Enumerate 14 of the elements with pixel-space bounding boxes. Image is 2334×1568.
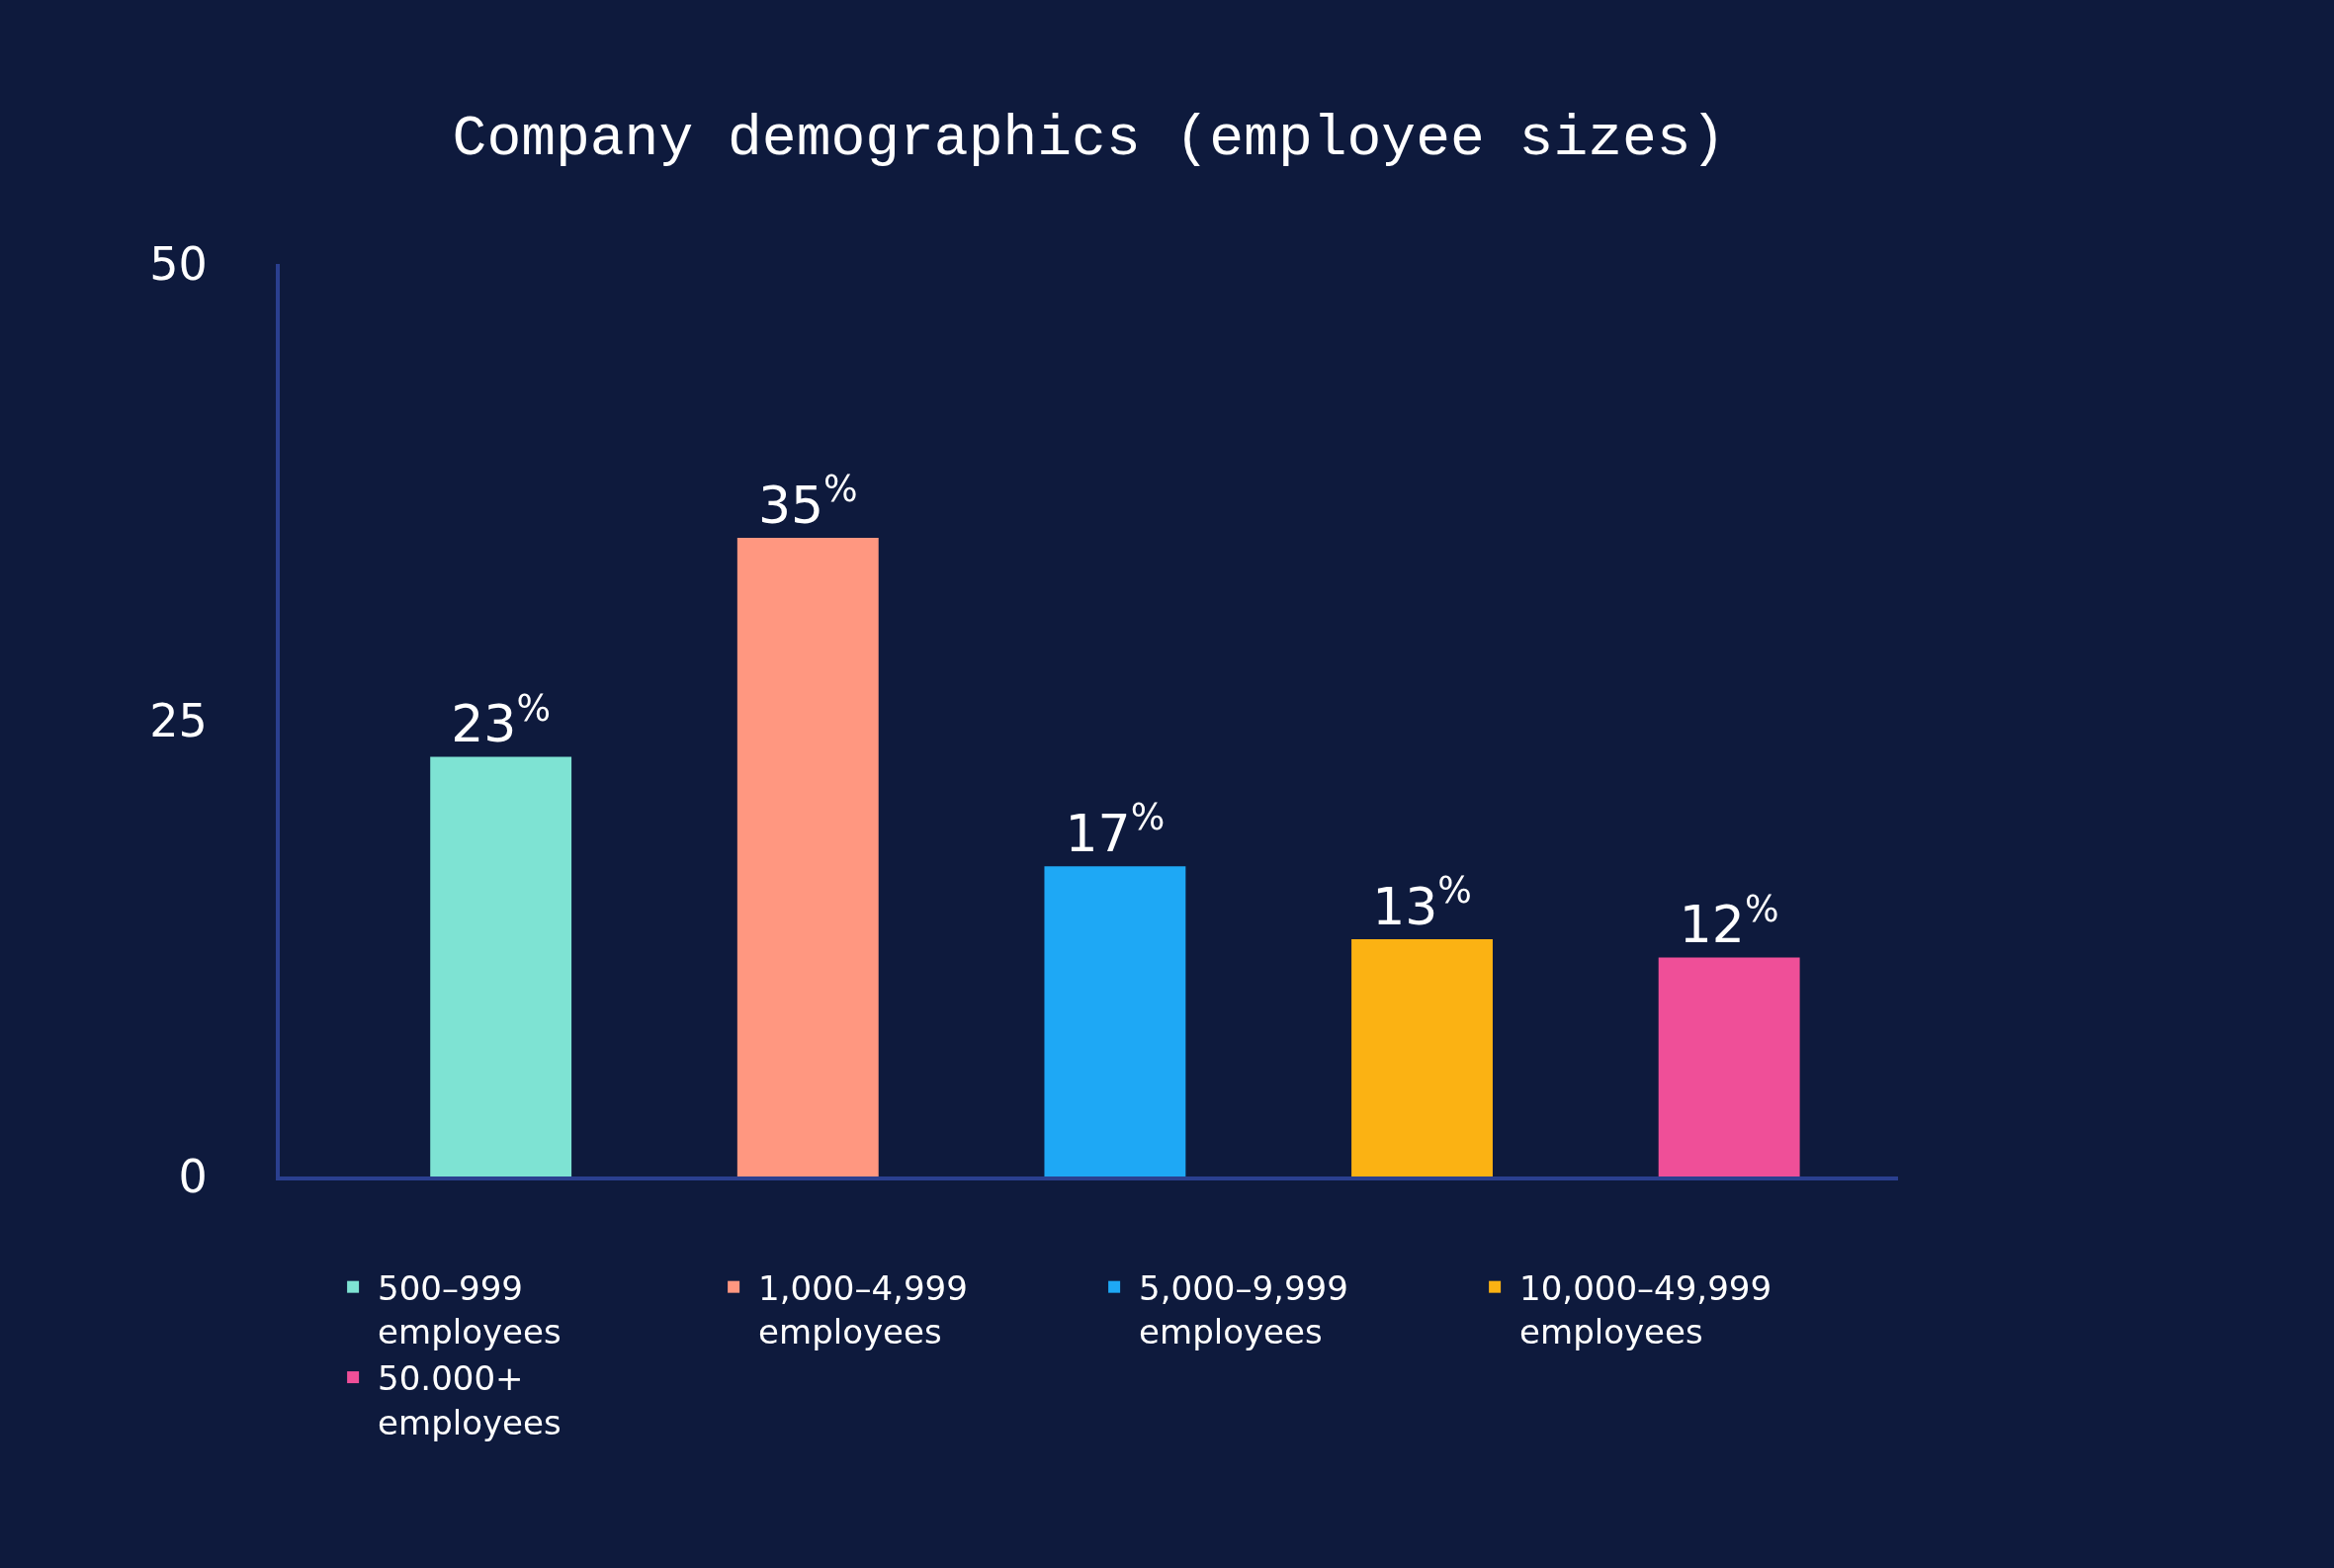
legend-label: 5,000–9,999 employees	[1139, 1267, 1348, 1352]
legend-label: 1,000–4,999 employees	[758, 1267, 968, 1352]
legend-label: 500–999 employees	[378, 1267, 562, 1352]
y-tick-label: 0	[178, 1150, 208, 1204]
y-tick-label: 50	[149, 237, 208, 292]
data-label: 13$^{%}$	[1372, 869, 1472, 937]
data-label: 12$^{%}$	[1679, 887, 1779, 955]
legend-label: 10,000–49,999 employees	[1519, 1267, 1772, 1352]
legend-label: 50.000+ employees	[378, 1358, 562, 1442]
data-label: 35$^{%}$	[757, 468, 858, 535]
data-label: 17$^{%}$	[1065, 796, 1166, 864]
y-tick-label: 25	[149, 693, 208, 747]
data-label: 23$^{%}$	[451, 686, 552, 754]
chart-title: Company demographics (employee sizes)	[452, 107, 1726, 172]
